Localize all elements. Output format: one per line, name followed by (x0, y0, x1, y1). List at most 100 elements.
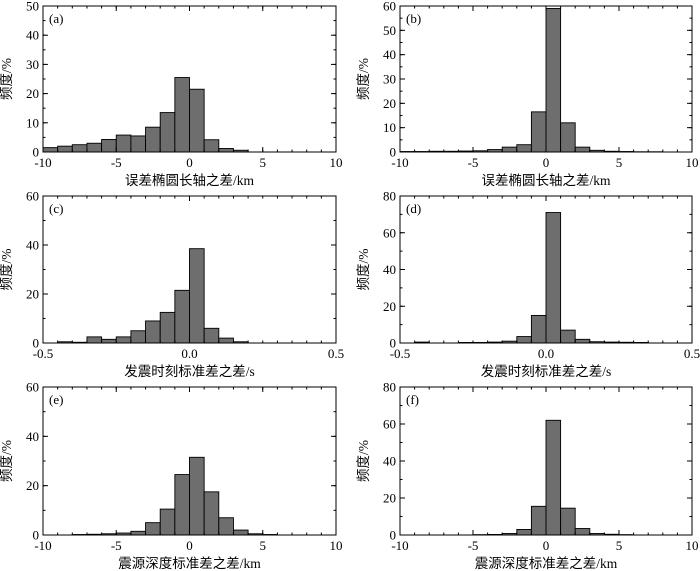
histogram-bar (203, 327, 220, 344)
x-tick-label: 5 (260, 538, 267, 553)
histogram-bar (130, 530, 146, 536)
y-tick-label: 80 (383, 380, 396, 395)
y-tick-label: 0 (33, 336, 40, 351)
histogram-bar (545, 7, 562, 153)
histogram-bar (159, 112, 176, 153)
y-tick-label: 20 (383, 96, 396, 111)
y-tick-label: 60 (383, 417, 396, 432)
y-tick-label: 40 (383, 47, 396, 62)
panel-label: (f) (406, 392, 419, 407)
histogram-bar (516, 529, 532, 536)
histogram-bar (86, 142, 103, 153)
histogram-panel: -10 -5 0 5 10 0 10 20 30 40 50 (a) 误差椭圆长轴之差/km 频度/% (0, 0, 343, 188)
y-tick-label: 0 (390, 528, 397, 543)
y-tick-label: 40 (383, 454, 396, 469)
x-tick-label: 10 (330, 155, 343, 170)
histogram-bar (218, 148, 234, 153)
x-axis-title: 震源深度标准差之差/km (118, 556, 261, 571)
histogram-bar (189, 88, 205, 153)
x-tick-label: 0 (543, 155, 550, 170)
histogram-bar (145, 522, 161, 536)
y-tick-label: 60 (383, 225, 396, 240)
y-tick-label: 30 (383, 72, 396, 87)
x-tick-label: 10 (686, 538, 699, 553)
x-tick-label: -0.5 (390, 346, 411, 361)
x-axis-title: 误差椭圆长轴之差/km (481, 173, 611, 188)
histogram-bar (232, 529, 249, 536)
histogram-bar (574, 528, 591, 536)
y-tick-label: 10 (383, 120, 396, 135)
x-tick-label: -5 (468, 155, 479, 170)
y-axis-title: 频度/% (356, 440, 371, 482)
histogram-bar (159, 508, 176, 536)
histogram-bar (560, 507, 576, 536)
x-tick-label: -10 (391, 538, 408, 553)
histogram-bar (203, 139, 220, 153)
histogram-bar (101, 338, 117, 344)
x-tick-label: 5 (616, 155, 623, 170)
x-tick-label: -10 (391, 155, 408, 170)
y-tick-label: 60 (26, 380, 39, 395)
histogram-bar (174, 474, 190, 536)
y-tick-label: 40 (26, 28, 39, 43)
histogram-bar (530, 505, 547, 536)
y-tick-label: 80 (383, 189, 396, 204)
histogram-bar (203, 491, 220, 536)
y-tick-label: 0 (390, 145, 397, 160)
y-axis-title: 频度/% (0, 249, 14, 291)
x-tick-label: 0.5 (684, 346, 700, 361)
y-tick-label: 20 (26, 478, 39, 493)
y-tick-label: 40 (26, 429, 39, 444)
histogram-bar (57, 145, 73, 153)
y-tick-label: 40 (26, 238, 39, 253)
histogram-bar (145, 320, 161, 344)
histogram-bar (189, 248, 205, 344)
x-tick-label: 0 (186, 155, 193, 170)
y-tick-label: 60 (26, 189, 39, 204)
histogram-bar (101, 138, 117, 153)
x-tick-label: -5 (111, 155, 122, 170)
panel-label: (a) (49, 11, 63, 26)
y-tick-label: 30 (26, 57, 39, 72)
histogram-bar (574, 146, 591, 153)
y-tick-label: 60 (383, 0, 396, 14)
histogram-bar (174, 289, 190, 344)
y-tick-label: 10 (26, 115, 39, 130)
histogram-panel: -0.5 0.0 0.5 0 20 40 60 (c) 发震时刻标准差之差/s 频度/% (0, 189, 344, 380)
histogram-bar (516, 336, 532, 344)
y-tick-label: 50 (26, 0, 39, 14)
histogram-bar (560, 329, 576, 344)
y-tick-label: 50 (383, 23, 396, 38)
y-tick-label: 0 (390, 336, 397, 351)
x-axis-title: 发震时刻标准差之差/s (481, 364, 612, 379)
x-axis-title: 误差椭圆长轴之差/km (125, 173, 255, 188)
x-tick-label: 0.0 (538, 346, 554, 361)
histogram-bar (86, 336, 103, 344)
y-axis-title: 频度/% (0, 440, 14, 482)
histogram-bar (130, 330, 146, 344)
x-tick-label: -10 (34, 155, 51, 170)
x-tick-label: 0 (186, 538, 193, 553)
histogram-bar (218, 517, 234, 536)
y-tick-label: 40 (383, 262, 396, 277)
x-tick-label: -5 (468, 538, 479, 553)
histogram-bar (530, 314, 547, 344)
histogram-bar (545, 212, 562, 344)
y-axis-title: 频度/% (0, 58, 14, 100)
histogram-bar (159, 311, 176, 344)
y-tick-label: 0 (33, 528, 40, 543)
x-axis-title: 震源深度标准差之差/km (475, 556, 618, 571)
panel-label: (d) (406, 201, 421, 216)
histogram-panel: -10 -5 0 5 10 0 20 40 60 80 (f) 震源深度标准差之差/km 频度/% (356, 380, 699, 571)
y-tick-label: 0 (33, 145, 40, 160)
y-tick-label: 20 (26, 287, 39, 302)
panel-label: (c) (49, 201, 63, 216)
histogram-bar (530, 111, 547, 153)
histogram-panel: -10 -5 0 5 10 0 10 20 30 40 50 60 (b) 误差椭圆长轴之差/km 频度/% (356, 0, 699, 188)
histogram-bar (115, 134, 132, 153)
x-tick-label: 10 (330, 538, 343, 553)
histogram-bar (501, 146, 518, 153)
histogram-bar (115, 336, 132, 344)
